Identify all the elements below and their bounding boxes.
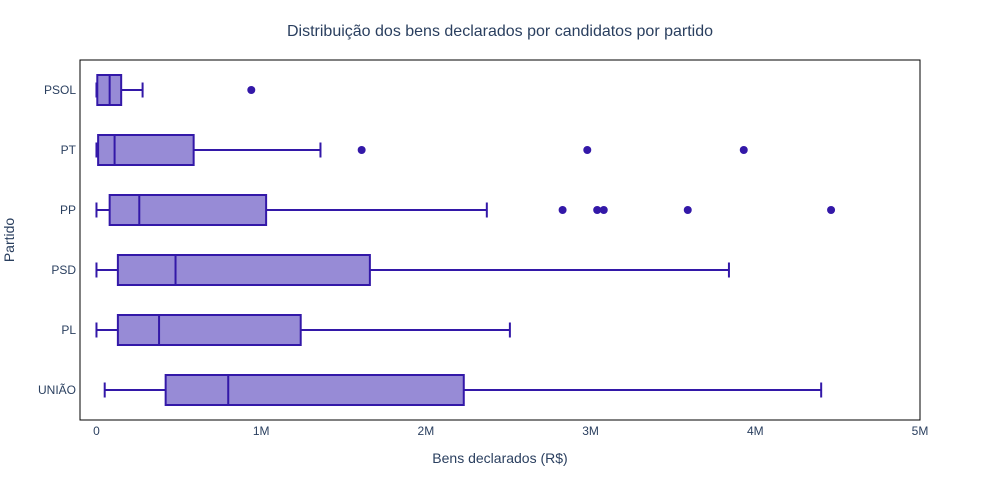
x-axis-title: Bens declarados (R$) [432, 450, 567, 466]
x-axis-ticks: 0 1M 2M 3M 4M 5M [93, 424, 928, 438]
y-tick-label: PSOL [44, 83, 76, 97]
chart-title: Distribuição dos bens declarados por can… [287, 23, 713, 40]
x-tick-label: 4M [747, 424, 764, 438]
box-união[interactable] [103, 374, 823, 406]
iqr-box [97, 134, 195, 166]
x-tick-label: 2M [418, 424, 435, 438]
outlier-point[interactable] [827, 206, 836, 214]
y-tick-label: PSD [51, 263, 76, 277]
box-pt[interactable] [95, 134, 748, 166]
y-axis-ticks: PSOL PT PP PSD PL UNIÃO [38, 83, 77, 397]
y-tick-label: PP [60, 203, 76, 217]
box-pl[interactable] [95, 314, 511, 346]
iqr-box [116, 254, 371, 286]
x-tick-label: 3M [582, 424, 599, 438]
box-series [95, 74, 836, 406]
outlier-point[interactable] [247, 86, 256, 94]
outlier-point[interactable] [593, 206, 602, 214]
y-tick-label: UNIÃO [38, 383, 76, 397]
x-tick-label: 1M [253, 424, 270, 438]
x-tick-label: 0 [93, 424, 100, 438]
outlier-point[interactable] [357, 146, 366, 154]
y-tick-label: PT [61, 143, 77, 157]
box-psd[interactable] [95, 254, 730, 286]
iqr-box [116, 314, 302, 346]
outlier-point[interactable] [558, 206, 567, 214]
iqr-box [108, 194, 268, 226]
outlier-point[interactable] [599, 206, 608, 214]
x-tick-label: 5M [912, 424, 929, 438]
y-axis-title: Partido [1, 218, 17, 263]
outlier-point[interactable] [683, 206, 692, 214]
plot-frame [79, 59, 921, 421]
outlier-point[interactable] [739, 146, 748, 154]
box-pp[interactable] [95, 194, 836, 226]
box-psol[interactable] [95, 74, 256, 106]
iqr-box [164, 374, 465, 406]
y-tick-label: PL [61, 323, 76, 337]
outlier-point[interactable] [583, 146, 592, 154]
